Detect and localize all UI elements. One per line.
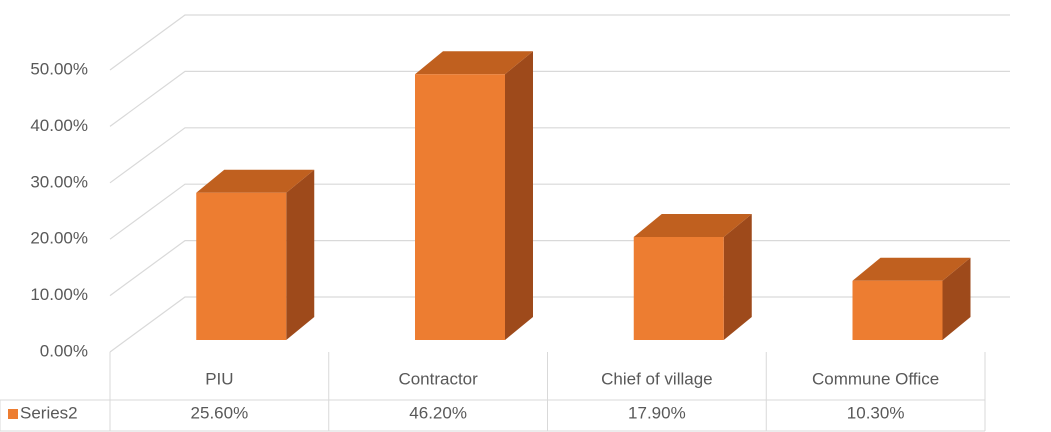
data-table-value: 10.30% (847, 403, 905, 422)
y-tick-label: 50.00% (30, 59, 88, 78)
data-table-value: 46.20% (409, 403, 467, 422)
y-tick-label: 0.00% (40, 341, 88, 360)
grid-line (109, 183, 1010, 240)
legend-label: Series2 (20, 403, 78, 422)
x-tick-label: Chief of village (601, 369, 713, 388)
grid-line (109, 70, 1010, 127)
bar-front (852, 280, 943, 340)
data-table-value: 17.90% (628, 403, 686, 422)
bar-front (633, 237, 724, 340)
grid-line (109, 127, 1010, 184)
bar-front (415, 74, 505, 340)
grid-line (109, 14, 1010, 71)
bar-side (942, 257, 971, 340)
y-tick-label: 30.00% (30, 172, 88, 191)
bar-side (505, 51, 533, 340)
legend-swatch (8, 409, 18, 419)
bar (415, 51, 533, 340)
bar-top (633, 214, 752, 238)
bar (633, 214, 752, 340)
bar-top (415, 51, 533, 75)
x-tick-label: Commune Office (812, 369, 939, 388)
x-tick-label: Contractor (398, 369, 478, 388)
x-tick-label: PIU (205, 369, 233, 388)
bar-side (286, 169, 315, 340)
bar-top (852, 257, 971, 281)
data-table-value: 25.60% (191, 403, 249, 422)
bar-top (196, 169, 315, 193)
bar-side (723, 214, 752, 340)
y-tick-label: 40.00% (30, 116, 88, 135)
bar-front (196, 192, 287, 340)
bar (196, 169, 315, 340)
bar (852, 257, 971, 340)
y-tick-label: 20.00% (30, 229, 88, 248)
y-tick-label: 10.00% (30, 285, 88, 304)
